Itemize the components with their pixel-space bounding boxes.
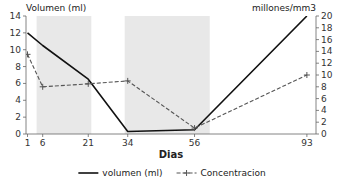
series-line [28, 16, 307, 131]
x-tick-label: 56 [189, 138, 201, 148]
y2-tick [316, 110, 319, 111]
y2-tick-label: 16 [321, 35, 333, 45]
x-tick [27, 134, 28, 137]
x-tick [194, 134, 195, 137]
y2-tick-label: 12 [321, 58, 332, 68]
y-tick [23, 16, 26, 17]
y2-tick-label: 10 [321, 70, 333, 80]
legend: volumen (ml) Concentracion [78, 168, 265, 178]
y-tick [23, 83, 26, 84]
marker [304, 72, 310, 78]
x-tick [88, 134, 89, 137]
x-tick-label: 34 [122, 138, 134, 148]
legend-item: Concentracion [177, 168, 266, 178]
y2-tick [316, 16, 319, 17]
y-tick-label: 6 [15, 78, 21, 88]
y2-tick [316, 27, 319, 28]
y2-tick-label: 8 [321, 82, 327, 92]
series-line [28, 54, 307, 128]
marker [40, 84, 46, 90]
y-tick-label: 4 [15, 95, 21, 105]
y2-tick-label: 4 [321, 105, 327, 115]
y2-tick-label: 0 [321, 129, 327, 139]
y-tick-label: 14 [10, 11, 22, 21]
y-tick [23, 49, 26, 50]
x-tick-label: 1 [25, 138, 31, 148]
y-tick [23, 117, 26, 118]
y2-tick-label: 18 [321, 23, 333, 33]
y2-tick [316, 63, 319, 64]
axes: 16213456930246810121402468101214161820 [10, 11, 333, 148]
y-tick [23, 66, 26, 67]
y2-tick [316, 51, 319, 52]
shaded-region [125, 16, 210, 134]
y2-axis-label: millones/mm3 [252, 3, 316, 13]
plot-area [26, 16, 310, 134]
x-axis-line [26, 134, 316, 135]
y-axis-label: Volumen (ml) [26, 3, 86, 13]
y2-tick-label: 14 [321, 46, 333, 56]
y2-tick-label: 2 [321, 117, 327, 127]
y2-tick [316, 86, 319, 87]
x-tick-label: 6 [40, 138, 46, 148]
y2-tick [316, 39, 319, 40]
x-axis-label: Dias [159, 149, 183, 160]
y-tick-label: 12 [10, 28, 21, 38]
y-tick [23, 32, 26, 33]
legend-item: volumen (ml) [78, 168, 162, 178]
y-tick-label: 0 [15, 129, 21, 139]
y-tick-label: 8 [15, 62, 21, 72]
y2-tick [316, 75, 319, 76]
y-axis-line [26, 16, 27, 134]
legend-swatch [78, 172, 98, 174]
y2-tick [316, 98, 319, 99]
y2-tick [316, 122, 319, 123]
x-tick-label: 21 [83, 138, 94, 148]
marker [85, 81, 91, 87]
y2-tick-label: 20 [321, 11, 333, 21]
legend-marker [184, 170, 190, 176]
x-tick-label: 93 [301, 138, 312, 148]
chart: 16213456930246810121402468101214161820Vo… [0, 0, 344, 183]
y-tick-label: 10 [10, 45, 22, 55]
y2-tick [316, 134, 319, 135]
x-tick [306, 134, 307, 137]
y2-tick-label: 6 [321, 94, 327, 104]
y-tick-label: 2 [15, 112, 21, 122]
y-tick [23, 134, 26, 135]
x-tick [127, 134, 128, 137]
marker [26, 51, 31, 57]
legend-label: Concentracion [201, 168, 266, 178]
y-tick [23, 100, 26, 101]
marker [192, 125, 198, 131]
legend-label: volumen (ml) [102, 168, 162, 178]
x-tick [42, 134, 43, 137]
marker [125, 78, 131, 84]
